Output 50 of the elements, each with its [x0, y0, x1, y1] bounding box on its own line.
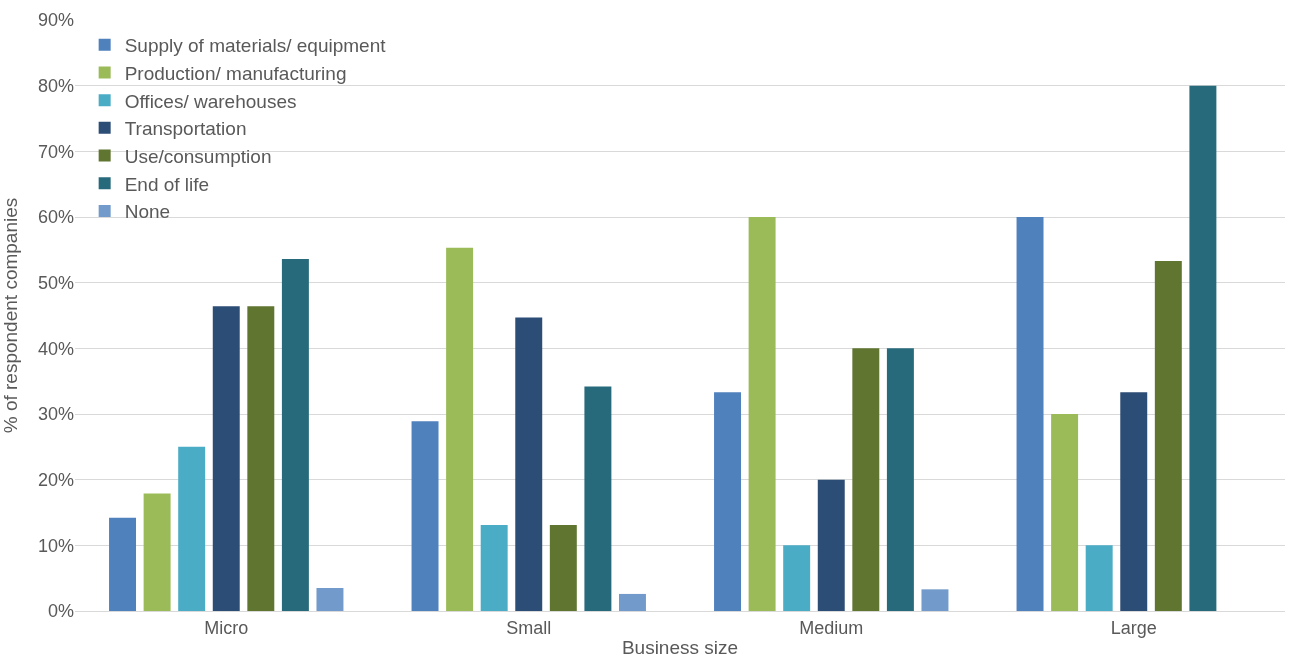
bar [515, 317, 543, 611]
y-axis-title: % of respondent companies [0, 197, 21, 434]
y-tick-label: 30% [37, 404, 74, 425]
x-tick-label: Large [1110, 617, 1157, 638]
bar [549, 524, 577, 611]
bar [212, 306, 240, 611]
bar [1085, 545, 1113, 611]
legend-label: None [124, 201, 171, 223]
legend-label: Transportation [124, 118, 247, 140]
x-tick-label: Small [506, 617, 552, 638]
bar [886, 348, 914, 611]
y-tick-label: 80% [37, 75, 74, 96]
bar [480, 524, 508, 611]
y-tick-label: 40% [37, 338, 74, 359]
y-tick-label: 10% [37, 535, 74, 556]
bar [618, 593, 646, 611]
legend-label: Offices/ warehouses [124, 90, 297, 112]
y-tick-label: 20% [37, 469, 74, 490]
bar [1016, 217, 1044, 611]
x-axis-title: Business size [621, 637, 739, 659]
bar [247, 306, 275, 611]
legend-label: End of life [124, 173, 210, 195]
x-tick-label: Medium [799, 617, 864, 638]
bar [714, 392, 742, 611]
y-tick-label: 50% [37, 272, 74, 293]
legend-label: Use/consumption [124, 145, 272, 167]
bar [316, 588, 344, 611]
y-tick-label: 60% [37, 207, 74, 228]
bar [852, 348, 880, 611]
bar [1154, 261, 1182, 611]
y-tick-label: 70% [37, 141, 74, 162]
bar [109, 517, 137, 611]
bar [178, 446, 206, 611]
bar [584, 386, 612, 611]
bar [783, 545, 811, 611]
bar [921, 589, 949, 611]
bar [748, 217, 776, 611]
bar [281, 259, 309, 611]
legend-label: Production/ manufacturing [124, 62, 347, 84]
bar [817, 479, 845, 611]
bar [1120, 392, 1148, 611]
bar [446, 247, 474, 611]
bar [411, 421, 439, 611]
bar [1189, 85, 1217, 611]
legend-label: Supply of materials/ equipment [124, 35, 387, 57]
bar [1051, 414, 1079, 611]
x-tick-label: Micro [204, 617, 249, 638]
bar [143, 493, 171, 611]
y-tick-label: 0% [47, 601, 74, 622]
y-tick-label: 90% [37, 10, 74, 31]
